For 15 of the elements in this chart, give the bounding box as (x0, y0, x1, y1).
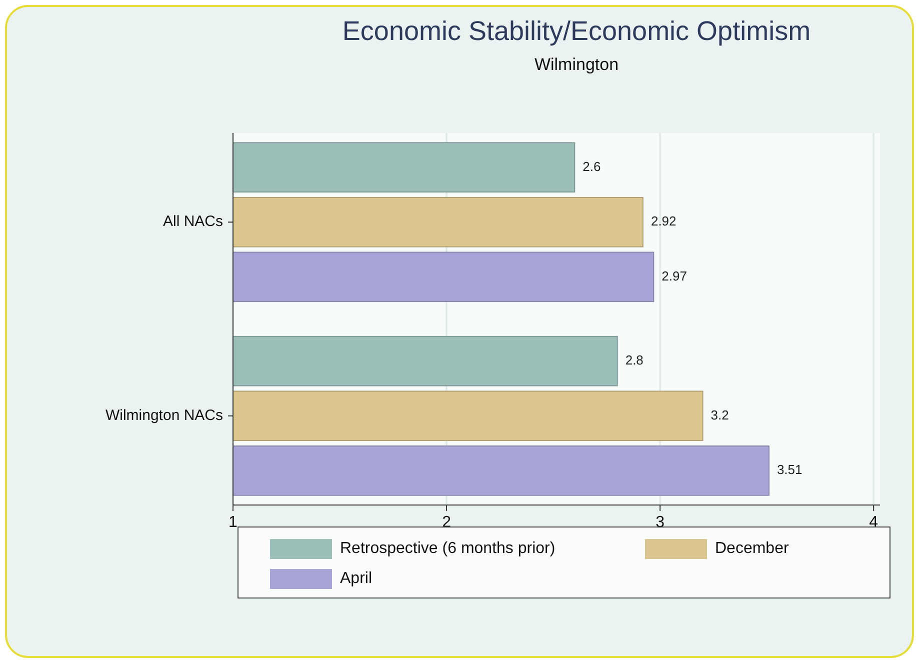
x-tick-label: 4 (869, 514, 878, 531)
x-tick-label: 1 (228, 514, 238, 531)
y-tick-label: Wilmington NACs (105, 406, 223, 424)
data-label: 2.97 (662, 268, 687, 284)
data-label: 2.6 (582, 158, 601, 174)
data-label: 2.8 (625, 352, 644, 368)
legend-label: April (340, 570, 372, 588)
y-tick-label: All NACs (162, 213, 223, 230)
chart-title: Economic Stability/Economic Optimism (342, 16, 811, 46)
data-label: 3.2 (710, 407, 729, 422)
data-label: 3.51 (776, 462, 802, 478)
legend-label: December (715, 540, 790, 558)
data-label: 2.92 (650, 214, 676, 229)
legend-label: Retrospective (6 months prior) (340, 540, 556, 558)
chart-subtitle: Wilmington (534, 55, 619, 74)
